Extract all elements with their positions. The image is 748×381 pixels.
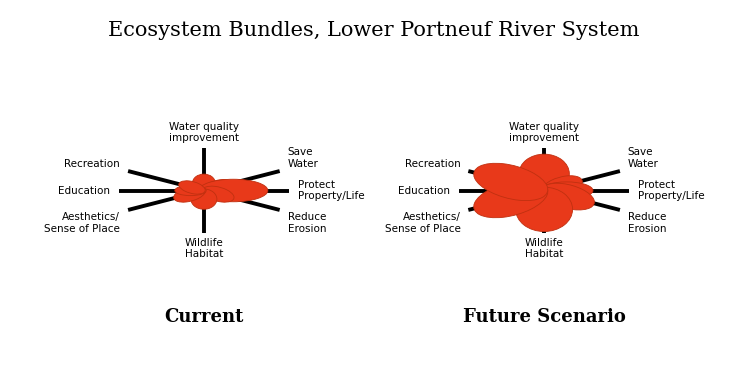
Ellipse shape (175, 186, 206, 195)
Ellipse shape (203, 179, 232, 195)
Text: Reduce
Erosion: Reduce Erosion (628, 212, 666, 234)
Text: Education: Education (58, 186, 110, 195)
Ellipse shape (540, 182, 593, 199)
Text: Aesthetics/
Sense of Place: Aesthetics/ Sense of Place (384, 212, 461, 234)
Text: Ecosystem Bundles, Lower Portneuf River System: Ecosystem Bundles, Lower Portneuf River … (108, 21, 640, 40)
Ellipse shape (515, 186, 547, 195)
Ellipse shape (179, 181, 205, 194)
Ellipse shape (199, 179, 268, 202)
Text: Wildlife
Habitat: Wildlife Habitat (525, 238, 563, 259)
Text: Recreation: Recreation (405, 159, 461, 169)
Text: Protect
Property/Life: Protect Property/Life (298, 180, 364, 201)
Text: Water quality
improvement: Water quality improvement (169, 122, 239, 143)
Ellipse shape (542, 183, 595, 210)
Text: Wildlife
Habitat: Wildlife Habitat (185, 238, 223, 259)
Text: Education: Education (398, 186, 450, 195)
Ellipse shape (192, 174, 215, 192)
Ellipse shape (542, 176, 583, 196)
Text: Protect
Property/Life: Protect Property/Life (638, 180, 705, 201)
Ellipse shape (202, 186, 234, 202)
Text: Current: Current (165, 308, 244, 326)
Ellipse shape (473, 163, 548, 201)
Ellipse shape (174, 186, 206, 202)
Text: Water quality
improvement: Water quality improvement (509, 122, 579, 143)
Ellipse shape (515, 187, 572, 232)
Ellipse shape (191, 189, 217, 209)
Text: Reduce
Erosion: Reduce Erosion (287, 212, 326, 234)
Ellipse shape (519, 154, 569, 194)
Text: Recreation: Recreation (64, 159, 120, 169)
Text: Save
Water: Save Water (287, 147, 319, 169)
Text: Future Scenario: Future Scenario (463, 308, 625, 326)
Ellipse shape (473, 180, 548, 218)
Text: Save
Water: Save Water (628, 147, 659, 169)
Text: Aesthetics/
Sense of Place: Aesthetics/ Sense of Place (44, 212, 120, 234)
